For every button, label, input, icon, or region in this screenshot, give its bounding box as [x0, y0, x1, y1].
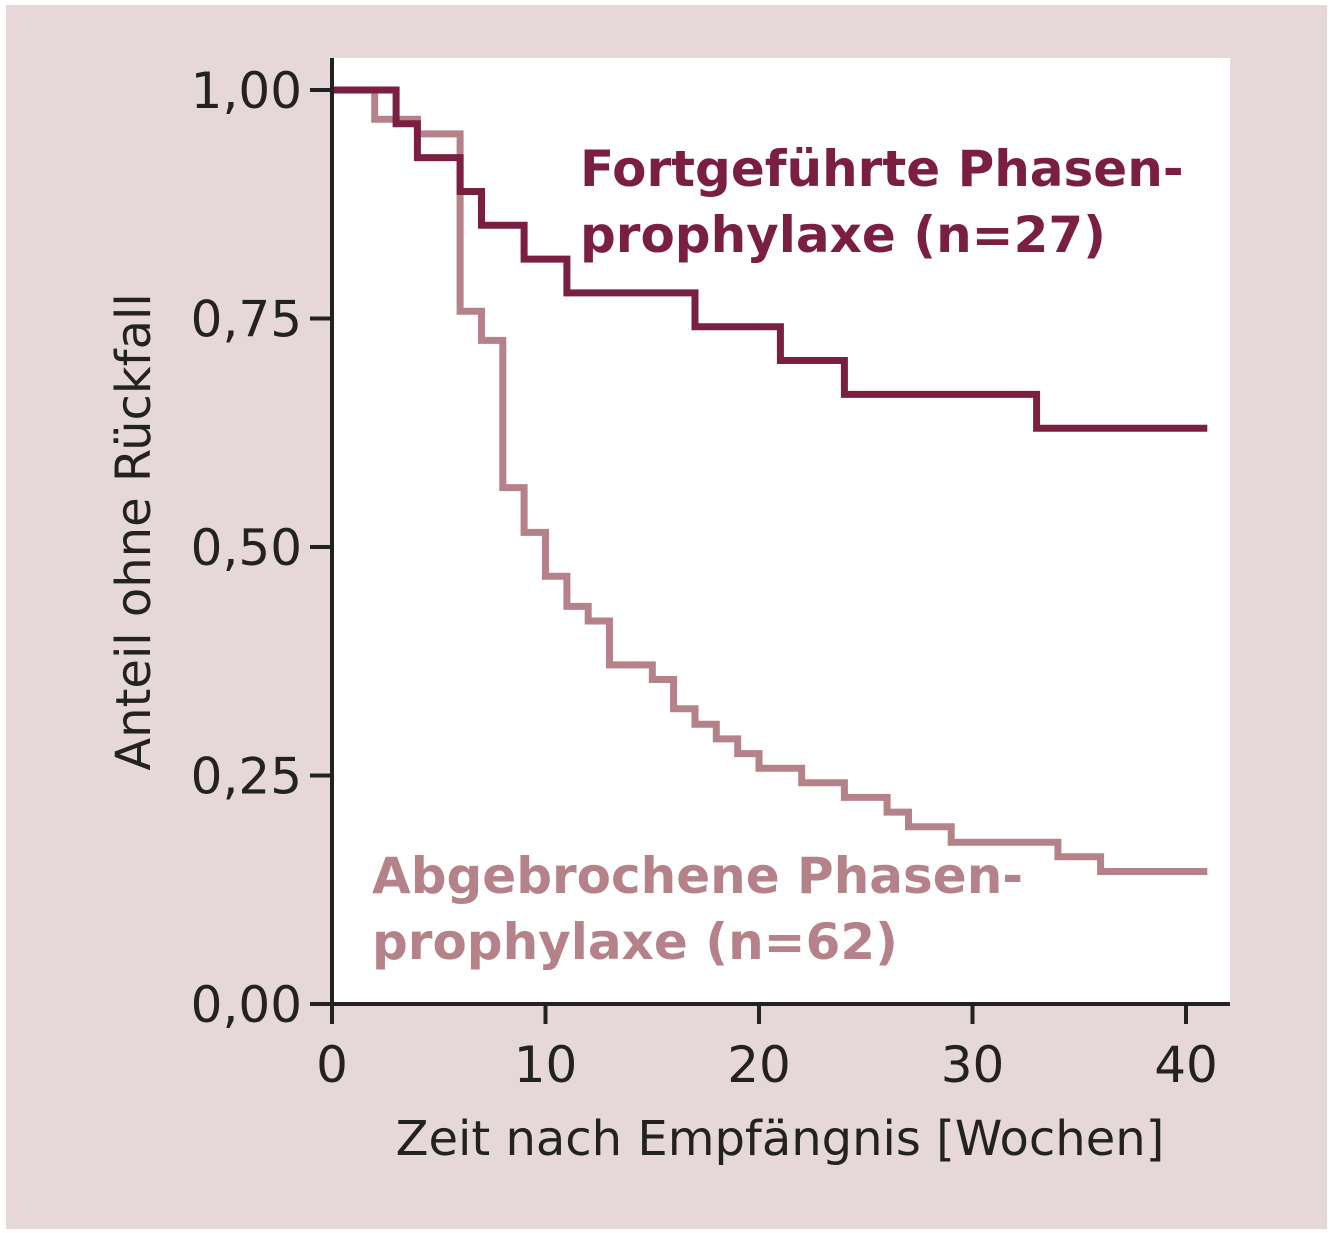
series-label-1-line-1: Fortgeführte Phasen-	[580, 140, 1184, 198]
y-tick-label-3: 0,75	[191, 291, 302, 349]
series-label-2-line-1: Abgebrochene Phasen-	[372, 847, 1023, 905]
labels-layer: Fortgeführte Phasen-prophylaxe (n=27) Abg…	[372, 140, 1184, 971]
axes-layer: 0,00 0,25 0,50 0,75 1,00 0 10 20 30 40	[191, 58, 1230, 1094]
series-line-2	[332, 86, 1208, 875]
x-tick-label-2: 20	[727, 1036, 791, 1094]
series-layer	[332, 86, 1208, 875]
series-label-1-line-2: prophylaxe (n=27)	[580, 206, 1106, 264]
y-tick-label-4: 1,00	[191, 62, 302, 120]
y-axis-title: Anteil ohne Rückfall	[106, 293, 162, 770]
x-tick-label-3: 30	[941, 1036, 1005, 1094]
x-tick-label-0: 0	[316, 1036, 348, 1094]
x-axis-title: Zeit nach Empfängnis [Wochen]	[396, 1111, 1165, 1167]
y-tick-label-1: 0,25	[191, 748, 302, 806]
series-label-2-line-2: prophylaxe (n=62)	[372, 913, 898, 971]
x-tick-label-1: 10	[514, 1036, 578, 1094]
x-tick-label-4: 40	[1154, 1036, 1218, 1094]
y-tick-label-0: 0,00	[191, 976, 302, 1034]
series-line-1	[332, 86, 1208, 432]
y-tick-label-2: 0,50	[191, 519, 302, 577]
